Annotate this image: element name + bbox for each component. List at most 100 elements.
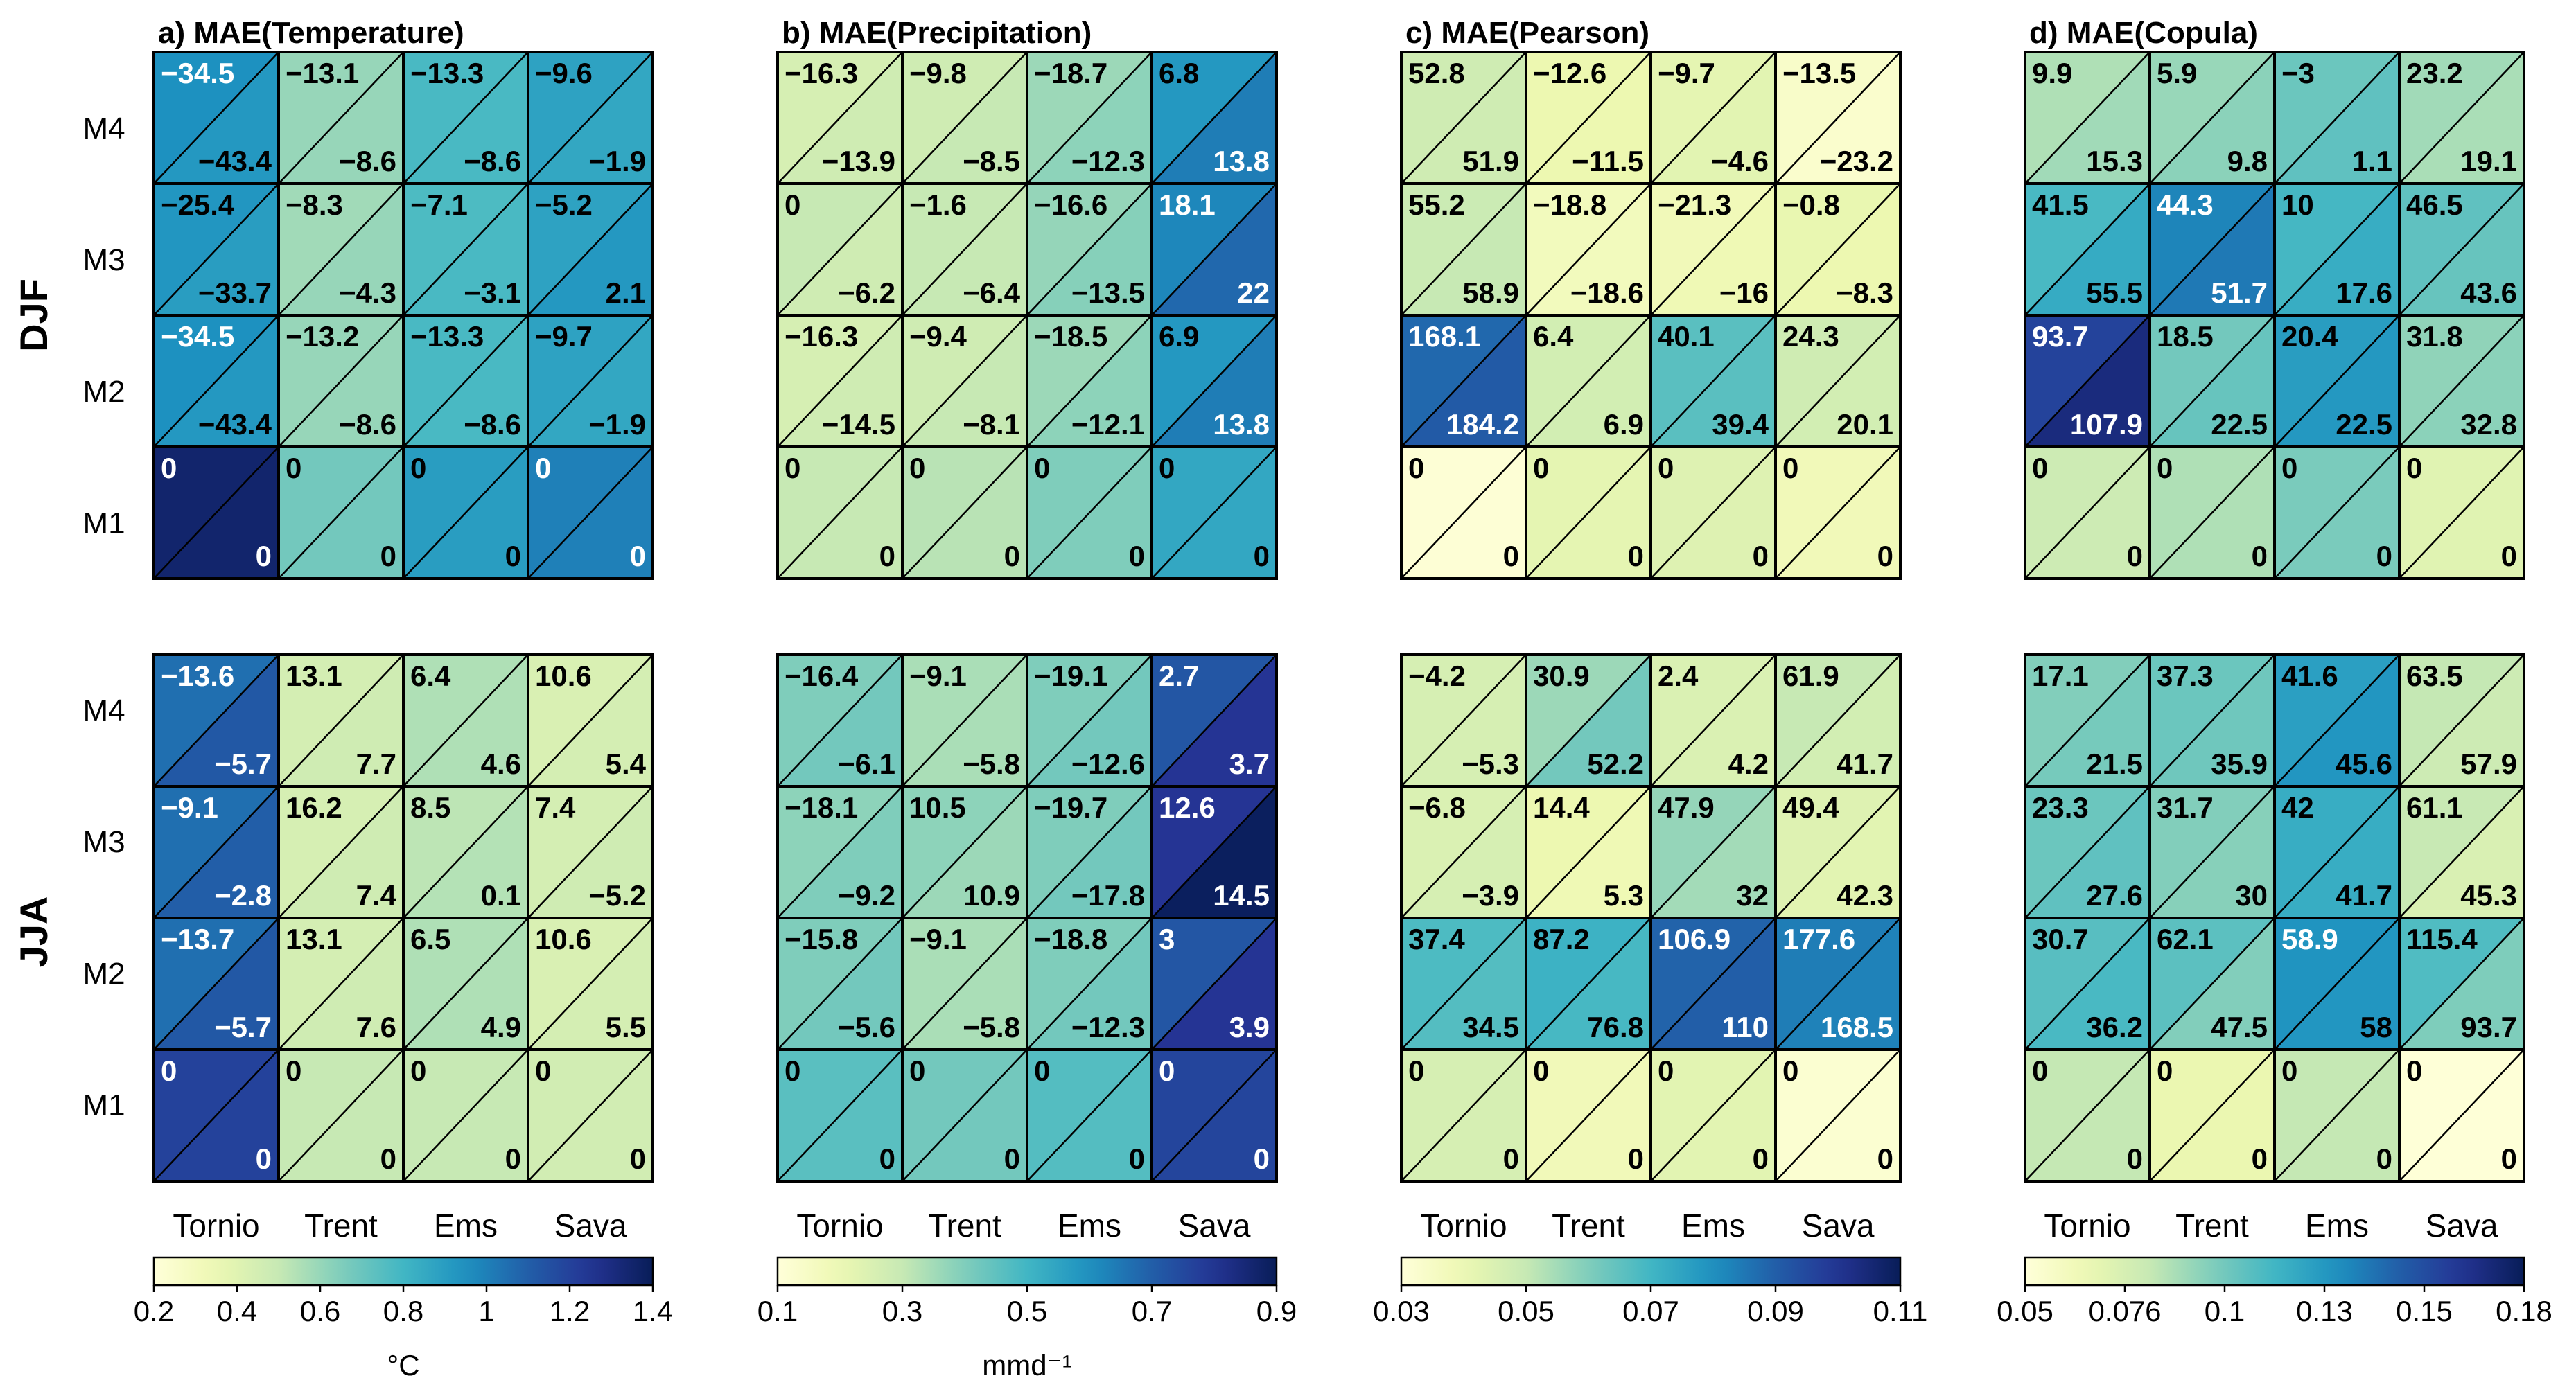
cell-label-upper: 10.6 (535, 923, 592, 955)
cell-diagonal (2274, 446, 2400, 579)
cell-label-upper: −9.1 (909, 660, 967, 692)
cell-label-upper: −18.7 (1034, 57, 1107, 89)
cell-diagonal (1525, 446, 1651, 579)
cell-diagonal (278, 1049, 404, 1182)
cell-label-upper: 106.9 (1658, 923, 1731, 955)
cell-label-lower: 39.4 (1712, 408, 1769, 441)
cell-label-lower: 0 (1628, 1142, 1644, 1175)
cell-label-upper: 0 (1408, 1054, 1424, 1087)
cell-label-lower: 15.3 (2086, 145, 2143, 177)
cell-border (527, 1048, 654, 1183)
cell-diagonal (527, 654, 654, 787)
cell-label-lower: 0 (1877, 540, 1893, 572)
cell-label-upper: 41.6 (2281, 660, 2338, 692)
cell-diagonal (2399, 917, 2525, 1050)
cell-diagonal (1775, 183, 1901, 316)
cell-label-lower: 4.2 (1728, 748, 1769, 780)
cell-label-upper: 37.3 (2157, 660, 2214, 692)
cell-label-upper: −13.5 (1782, 57, 1856, 89)
cell-border (1774, 1048, 1902, 1183)
cell-diagonal (2149, 786, 2275, 919)
cell-label-lower: 55.5 (2086, 276, 2143, 309)
cell-label-lower: 0 (1503, 540, 1519, 572)
cell-label-upper: −18.8 (1034, 923, 1107, 955)
model-labels-jja: M4 M3 M2 M1 (82, 693, 125, 1122)
cell-diagonal (2399, 786, 2525, 919)
cell-label-lower: 13.8 (1213, 408, 1270, 441)
model-label: M2 (82, 957, 125, 991)
cell-label-lower: 0 (2252, 1142, 2268, 1175)
cell-diagonal (153, 51, 279, 184)
cell-diagonal (2399, 51, 2525, 184)
cell-diagonal (2149, 446, 2275, 579)
cell-label-upper: −16.4 (785, 660, 859, 692)
cell-diagonal (1650, 183, 1776, 316)
cell-diagonal (527, 1049, 654, 1182)
river-label: Trent (1552, 1208, 1625, 1244)
cell-diagonal (1026, 786, 1153, 919)
cell-diagonal (153, 183, 279, 316)
cell-label-upper: 12.6 (1159, 791, 1216, 824)
cell-label-lower: −5.8 (963, 1011, 1020, 1043)
cell-label-upper: −13.3 (410, 320, 484, 353)
cell-label-lower: −6.2 (838, 276, 895, 309)
cell-label-lower: 10.9 (963, 879, 1020, 912)
cell-diagonal (278, 917, 404, 1050)
cell-diagonal (1026, 654, 1153, 787)
cell-diagonal (403, 654, 529, 787)
cell-diagonal (1650, 446, 1776, 579)
model-label: M2 (82, 375, 125, 409)
cell-diagonal (1525, 786, 1651, 919)
cell-label-upper: 13.1 (286, 923, 342, 955)
cell-label-lower: 35.9 (2211, 748, 2268, 780)
cell-label-upper: 0 (2157, 1054, 2173, 1087)
cell-label-upper: 16.2 (286, 791, 342, 824)
cell-diagonal (1775, 1049, 1901, 1182)
cell-label-upper: −13.7 (161, 923, 234, 955)
river-label: Trent (928, 1208, 1001, 1244)
cell-label-upper: −9.1 (161, 791, 218, 824)
cell-label-upper: 6.4 (1533, 320, 1574, 353)
cell-diagonal (1525, 654, 1651, 787)
cell-diagonal (2399, 183, 2525, 316)
cell-diagonal (153, 315, 279, 448)
colorbars: 0.2 0.4 0.6 0.8 1 1.2 1.4 0.1 0.3 0.5 0.7 0.9 0.03 0.… (134, 1256, 2552, 1327)
colorbar-tick-label: 1 (478, 1295, 494, 1327)
cell-diagonal (2399, 315, 2525, 448)
cell-diagonal (1151, 654, 1277, 787)
colorbar-tick-label: 0.076 (2088, 1295, 2161, 1327)
cell-diagonal (1650, 654, 1776, 787)
cell-label-upper: −15.8 (785, 923, 858, 955)
cell-diagonal (1401, 183, 1527, 316)
colorbar-tick-label: 0.1 (2205, 1295, 2245, 1327)
colorbar-tick-label: 0.6 (300, 1295, 340, 1327)
cell-label-upper: 0 (1533, 1054, 1549, 1087)
cell-diagonal (902, 654, 1028, 787)
cell-diagonal (1525, 315, 1651, 448)
cell-label-lower: 21.5 (2086, 748, 2143, 780)
cell-label-lower: −12.3 (1071, 145, 1145, 177)
cell-diagonal (2024, 1049, 2150, 1182)
cell-label-lower: 36.2 (2086, 1011, 2143, 1043)
cell-label-lower: −2.8 (214, 879, 272, 912)
cell-label-lower: 32 (1736, 879, 1769, 912)
cell-label-upper: 62.1 (2157, 923, 2214, 955)
cell-diagonal (777, 917, 903, 1050)
cell-label-upper: 9.9 (2032, 57, 2072, 89)
cell-label-lower: 0 (879, 1142, 895, 1175)
cell-label-upper: −4.2 (1408, 660, 1466, 692)
cell-label-lower: −43.4 (198, 408, 272, 441)
cell-label-lower: 42.3 (1837, 879, 1893, 912)
cell-label-lower: −8.6 (464, 408, 521, 441)
cell-label-upper: 6.4 (410, 660, 451, 692)
cell-label-lower: −11.5 (1572, 145, 1644, 177)
cell-diagonal (2149, 315, 2275, 448)
panel-title-d: d) MAE(Copula) (2029, 16, 2258, 50)
river-label: Ems (434, 1208, 498, 1244)
cell-diagonal (278, 183, 404, 316)
cell-label-lower: 5.3 (1604, 879, 1644, 912)
cell-label-upper: −3 (2281, 57, 2315, 89)
cell-diagonal (777, 786, 903, 919)
cell-diagonal (1650, 917, 1776, 1050)
cell-label-upper: −18.5 (1034, 320, 1107, 353)
